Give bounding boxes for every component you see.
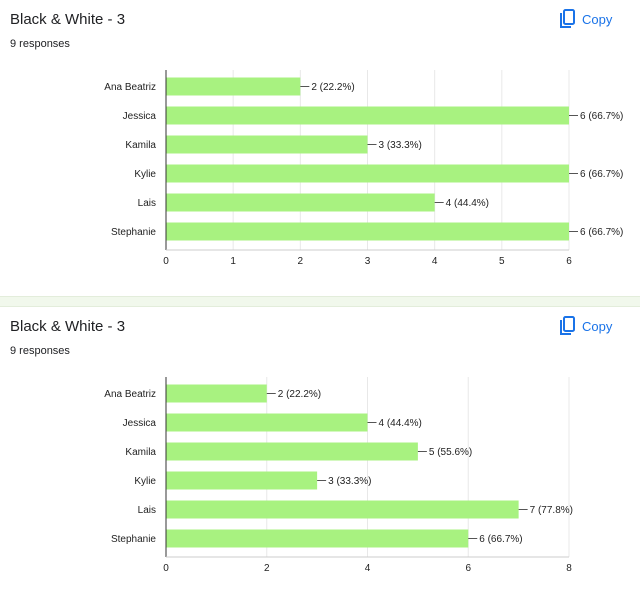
x-tick-label: 8 [566, 563, 572, 572]
x-tick-label: 4 [432, 256, 438, 265]
category-label: Ana Beatriz [104, 389, 156, 400]
question-title: Black & White - 3 [10, 318, 126, 335]
bar [166, 471, 318, 490]
data-label: 2 (22.2%) [278, 389, 321, 400]
x-tick-label: 0 [163, 563, 169, 572]
x-tick-label: 2 [298, 256, 304, 265]
bar-chart: 0 2 4 6 8 Ana Beatriz 2 (22.2%) Jessica 4 (44.4%… [104, 377, 573, 572]
category-label: Kylie [134, 169, 156, 180]
x-tick-label: 6 [566, 256, 572, 265]
bar [166, 442, 418, 461]
response-count: 9 responses [10, 38, 70, 50]
question-title: Black & White - 3 [10, 11, 126, 28]
x-tick-label: 4 [365, 563, 371, 572]
data-label: 2 (22.2%) [311, 82, 354, 93]
bar [166, 500, 519, 519]
category-label: Jessica [123, 111, 157, 122]
chart-card: Black & White - 3 9 responses Copy 0 2 4 6 8… [0, 307, 640, 603]
category-label: Lais [138, 505, 156, 516]
category-label: Kylie [134, 476, 156, 487]
bar [166, 135, 368, 154]
x-tick-label: 0 [163, 256, 169, 265]
category-label: Lais [138, 198, 156, 209]
data-label: 3 (33.3%) [328, 476, 371, 487]
response-count: 9 responses [10, 345, 70, 357]
data-label: 6 (66.7%) [580, 227, 623, 238]
x-tick-label: 5 [499, 256, 505, 265]
bar [166, 106, 569, 125]
copy-icon [558, 9, 576, 29]
bar [166, 222, 569, 241]
category-label: Kamila [125, 447, 156, 458]
category-label: Kamila [125, 140, 156, 151]
x-tick-label: 1 [230, 256, 236, 265]
bar [166, 413, 368, 432]
data-label: 4 (44.4%) [379, 418, 422, 429]
copy-button[interactable]: Copy [558, 6, 612, 32]
data-label: 3 (33.3%) [379, 140, 422, 151]
data-label: 6 (66.7%) [479, 534, 522, 545]
copy-label: Copy [582, 11, 613, 27]
data-label: 7 (77.8%) [530, 505, 573, 516]
section-divider [0, 296, 640, 307]
bar [166, 77, 301, 96]
chart-card: Black & White - 3 9 responses Copy 0 1 2 3 4… [0, 0, 640, 296]
data-label: 6 (66.7%) [580, 111, 623, 122]
bar [166, 529, 469, 548]
category-label: Stephanie [111, 227, 156, 238]
bar [166, 384, 267, 403]
category-label: Jessica [123, 418, 157, 429]
copy-label: Copy [582, 318, 613, 334]
bar-chart: 0 1 2 3 4 5 6 Ana Beatriz 2 (22.2%) Jessica 6 (66.… [104, 70, 623, 265]
data-label: 6 (66.7%) [580, 169, 623, 180]
bar [166, 193, 435, 212]
data-label: 4 (44.4%) [446, 198, 489, 209]
category-label: Stephanie [111, 534, 156, 545]
bar [166, 164, 569, 183]
x-tick-label: 2 [264, 563, 270, 572]
x-tick-label: 3 [365, 256, 371, 265]
category-label: Ana Beatriz [104, 82, 156, 93]
copy-icon [558, 316, 576, 336]
x-tick-label: 6 [465, 563, 471, 572]
copy-button[interactable]: Copy [558, 313, 612, 339]
data-label: 5 (55.6%) [429, 447, 472, 458]
